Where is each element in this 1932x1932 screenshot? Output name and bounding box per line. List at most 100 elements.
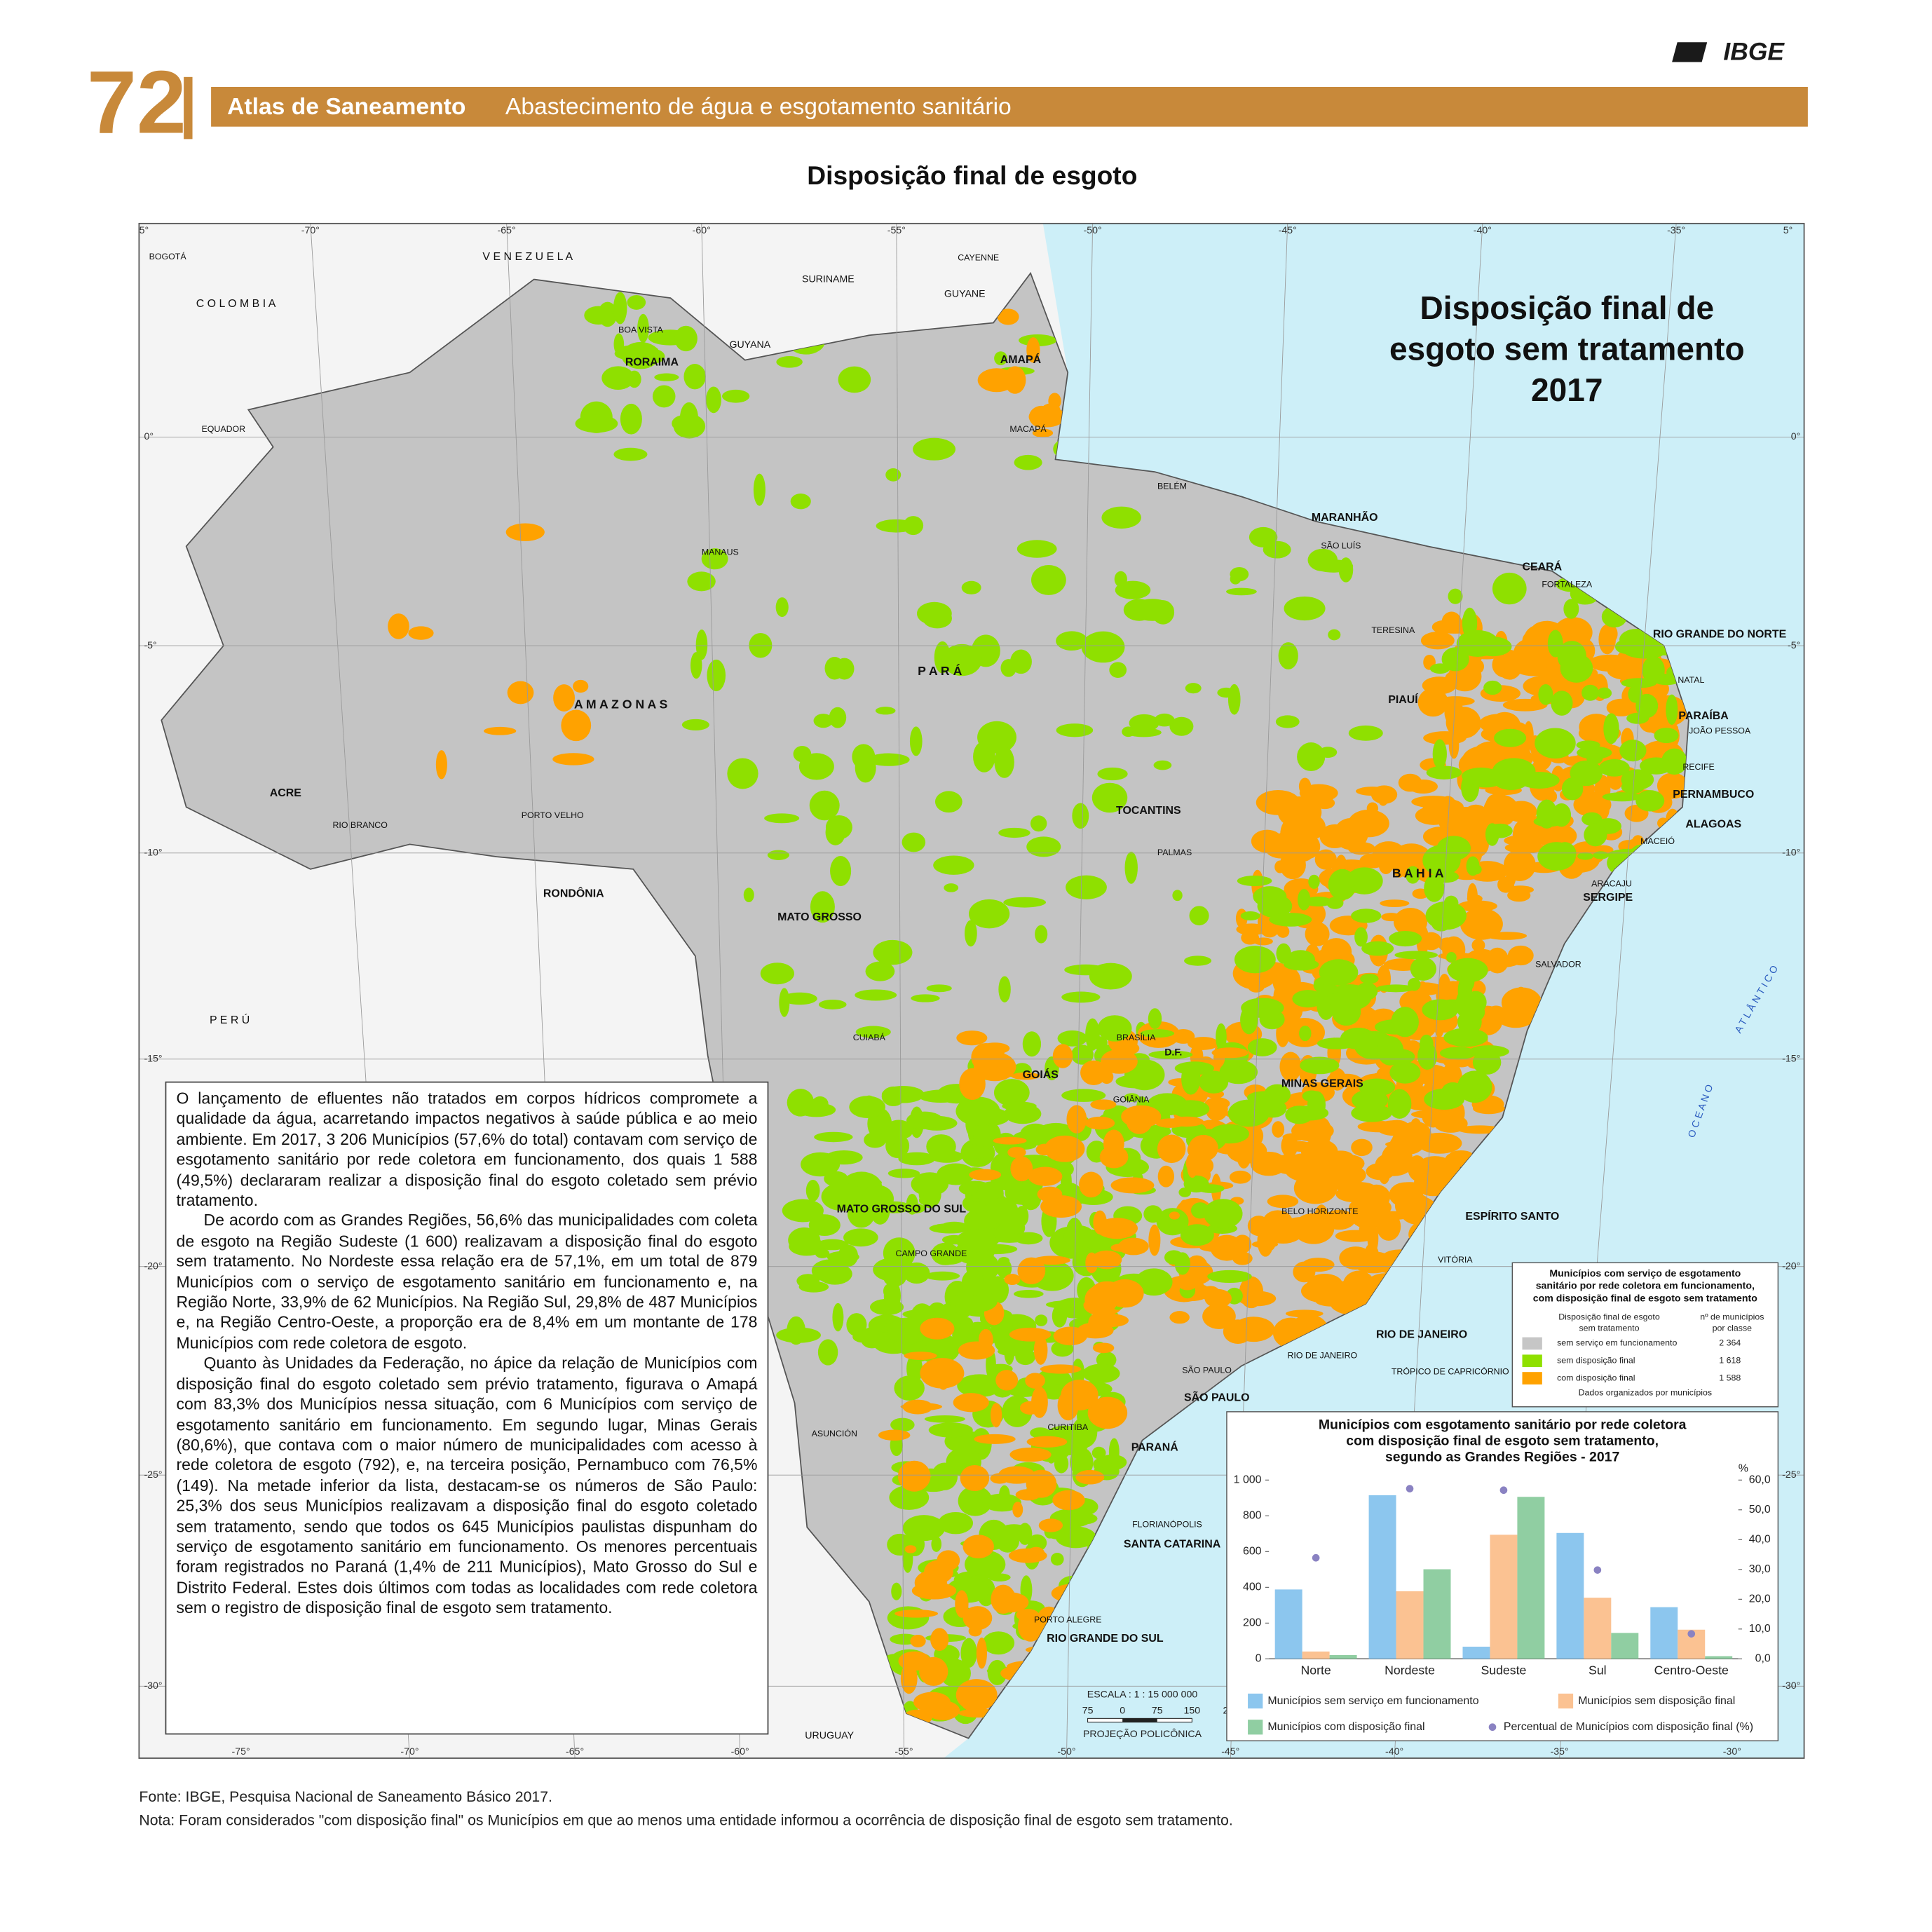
place-label: MACAPÁ	[1009, 423, 1047, 434]
municipality-patch	[846, 1313, 867, 1337]
municipality-patch	[953, 1290, 998, 1313]
municipality-patch	[601, 366, 635, 390]
municipality-patch	[673, 414, 706, 439]
municipality-patch	[1114, 571, 1127, 587]
municipality-patch	[990, 1403, 1002, 1428]
municipality-patch	[958, 1485, 993, 1516]
municipality-patch	[987, 1197, 1019, 1225]
legend-swatch	[1248, 1693, 1263, 1709]
y2-axis-label: %	[1739, 1463, 1748, 1475]
place-label: ACRE	[270, 787, 301, 799]
y2-tick-label: 60,0	[1749, 1474, 1771, 1485]
place-label: SANTA CATARINA	[1124, 1539, 1221, 1551]
municipality-patch	[852, 744, 876, 770]
municipality-patch	[1282, 1217, 1322, 1234]
municipality-patch	[1351, 909, 1382, 923]
municipality-patch	[1420, 632, 1455, 650]
municipality-patch	[1124, 851, 1138, 884]
legend-count: 1 588	[1719, 1373, 1741, 1382]
municipality-patch	[1577, 746, 1612, 759]
municipality-patch	[1004, 366, 1026, 394]
municipality-patch	[1417, 1132, 1462, 1154]
municipality-patch	[1299, 1026, 1312, 1042]
y2-tick-label: 30,0	[1749, 1563, 1771, 1575]
municipality-patch	[1101, 1049, 1138, 1074]
municipality-patch	[1061, 1089, 1106, 1102]
municipality-patch	[918, 1089, 963, 1103]
place-label: PALMAS	[1157, 848, 1192, 857]
bar	[1396, 1591, 1424, 1659]
municipality-patch	[1492, 572, 1527, 605]
municipality-patch	[980, 1042, 1010, 1054]
y2-tick-label: 10,0	[1749, 1623, 1771, 1635]
municipality-patch	[1035, 925, 1048, 944]
municipality-patch	[849, 1096, 885, 1118]
place-label: MARANHÃO	[1312, 510, 1378, 524]
municipality-patch	[931, 1536, 942, 1552]
municipality-patch	[1093, 1210, 1107, 1234]
degree-label: -75°	[232, 1746, 250, 1757]
degree-label: -25°	[1782, 1469, 1800, 1481]
y2-tick-label: 20,0	[1749, 1593, 1771, 1605]
municipality-patch	[1148, 1008, 1162, 1029]
municipality-patch	[798, 753, 834, 780]
municipality-patch	[907, 1113, 937, 1130]
municipality-patch	[575, 414, 618, 433]
municipality-patch	[1584, 823, 1607, 847]
municipality-patch	[924, 1415, 965, 1423]
municipality-patch	[805, 1179, 820, 1202]
municipality-patch	[961, 1270, 985, 1296]
scale-tick-label: 75	[1082, 1705, 1094, 1716]
place-label: JOÃO PESSOA	[1689, 726, 1751, 736]
y-tick-label: 600	[1243, 1546, 1262, 1558]
legend-col-head: sem tratamento	[1579, 1323, 1639, 1333]
place-label: BOA VISTA	[618, 325, 663, 334]
municipality-patch	[1014, 1232, 1043, 1245]
place-label: MINAS GERAIS	[1281, 1077, 1363, 1089]
municipality-patch	[1563, 599, 1579, 619]
municipality-patch	[1056, 723, 1094, 737]
place-label: C O L O M B I A	[196, 298, 276, 310]
municipality-patch	[1002, 1101, 1037, 1111]
municipality-patch	[960, 1465, 990, 1492]
municipality-patch	[687, 571, 716, 592]
municipality-patch	[1016, 540, 1057, 558]
bar	[1302, 1651, 1330, 1659]
municipality-patch	[865, 961, 895, 981]
municipality-patch	[1298, 777, 1312, 795]
municipality-patch	[1526, 634, 1538, 651]
municipality-patch	[1333, 818, 1368, 850]
municipality-patch	[898, 1651, 931, 1671]
bar	[1584, 1598, 1612, 1659]
municipality-patch	[933, 855, 974, 875]
municipality-patch	[1091, 782, 1128, 813]
degree-label: -45°	[1279, 225, 1297, 236]
municipality-patch	[1010, 1156, 1033, 1182]
municipality-patch	[1431, 915, 1451, 932]
municipality-patch	[953, 1393, 989, 1413]
municipality-patch	[976, 1637, 987, 1669]
municipality-patch	[1537, 842, 1576, 871]
municipality-patch	[683, 364, 706, 390]
municipality-patch	[944, 883, 959, 892]
municipality-patch	[906, 1193, 918, 1215]
legend-swatch	[1248, 1720, 1263, 1735]
municipality-patch	[788, 1227, 821, 1253]
municipality-patch	[824, 657, 845, 680]
municipality-patch	[1518, 771, 1560, 789]
municipality-patch	[1414, 1168, 1452, 1197]
municipality-patch	[1028, 405, 1054, 428]
municipality-patch	[1124, 1093, 1140, 1102]
municipality-patch	[1185, 683, 1202, 694]
municipality-patch	[553, 684, 575, 712]
place-label: PIAUÍ	[1388, 693, 1418, 706]
municipality-patch	[775, 597, 789, 618]
percent-dot	[1312, 1553, 1320, 1562]
municipality-patch	[1462, 767, 1501, 785]
bar	[1611, 1633, 1639, 1659]
municipality-patch	[973, 1124, 996, 1149]
legend-swatch	[1522, 1372, 1542, 1385]
legend-label: com disposição final	[1557, 1373, 1635, 1382]
municipality-patch	[928, 1422, 973, 1438]
municipality-patch	[924, 1560, 953, 1584]
